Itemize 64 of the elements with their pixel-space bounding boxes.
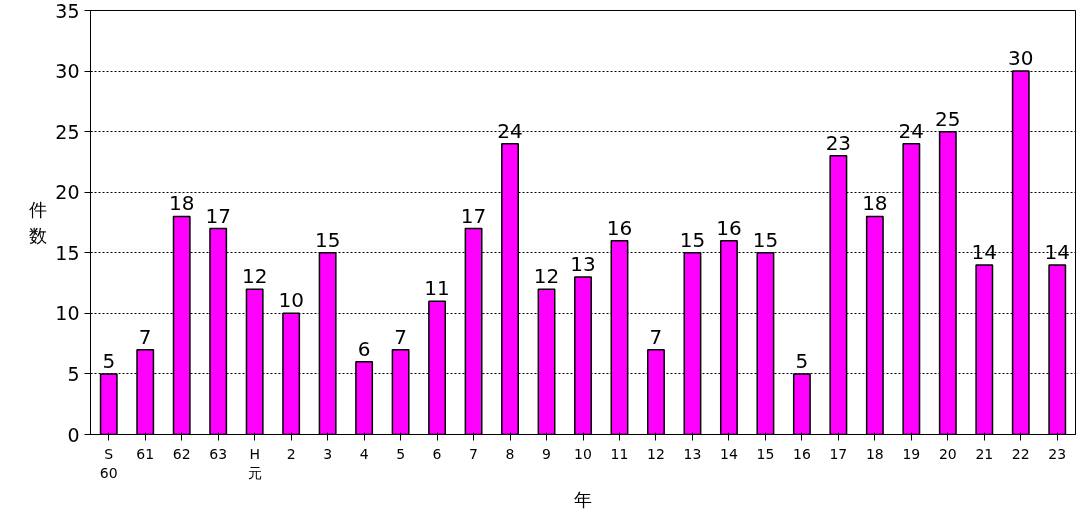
x-tick-label: 6 — [432, 445, 442, 462]
y-tick-label: 0 — [67, 423, 80, 446]
x-tick-label: 11 — [610, 445, 629, 462]
y-tick-label: 25 — [55, 120, 80, 143]
y-tick-label: 20 — [55, 181, 80, 204]
data-label: 15 — [314, 227, 341, 252]
data-label: 24 — [898, 118, 925, 143]
x-tick-label: 63 — [209, 445, 228, 462]
x-tick-label: 61 — [136, 445, 155, 462]
data-label: 15 — [679, 227, 706, 252]
x-tick-label: 15 — [756, 445, 775, 462]
data-label: 10 — [278, 288, 304, 313]
x-tick-label: 10 — [574, 445, 592, 462]
data-label: 24 — [497, 118, 523, 143]
data-label: 23 — [825, 130, 852, 155]
x-tick-label: 62 — [172, 445, 191, 462]
x-tick-label: 20 — [938, 445, 957, 462]
data-label: 12 — [241, 264, 268, 289]
x-tick-label: 2 — [286, 445, 296, 462]
data-label: 14 — [971, 239, 998, 264]
data-label: 6 — [357, 336, 371, 361]
data-label: 12 — [533, 264, 560, 289]
data-label: 15 — [752, 227, 779, 252]
data-label: 7 — [138, 324, 152, 349]
x-tick-label: 4 — [359, 445, 369, 462]
data-label: 13 — [570, 252, 596, 277]
data-label: 11 — [424, 276, 450, 301]
x-tick-label: 17 — [829, 445, 848, 462]
data-label: 18 — [862, 191, 888, 216]
x-tick-label: 5 — [396, 445, 406, 462]
x-tick-label: H 元 — [247, 445, 262, 481]
data-label: 7 — [649, 324, 663, 349]
data-label: 17 — [205, 203, 231, 228]
x-tick-label: 13 — [683, 445, 702, 462]
x-tick-label: 9 — [542, 445, 551, 462]
data-label: 16 — [716, 215, 742, 240]
y-tick-label: 5 — [67, 362, 80, 385]
x-tick-label: 18 — [865, 445, 884, 462]
data-label: 7 — [394, 324, 407, 349]
data-label: 17 — [460, 203, 487, 228]
x-tick-label: S 60 — [99, 445, 118, 481]
x-tick-label: 23 — [1048, 445, 1067, 462]
x-tick-label: 22 — [1011, 445, 1030, 462]
y-tick-label: 15 — [55, 241, 80, 264]
x-tick-label: 14 — [720, 445, 738, 462]
x-tick-label: 7 — [469, 445, 479, 462]
data-label: 14 — [1044, 239, 1070, 264]
y-axis-title: 件数 — [29, 199, 48, 246]
x-tick-label: 19 — [902, 445, 921, 462]
y-tick-label: 35 — [55, 0, 80, 22]
data-label: 30 — [1008, 46, 1034, 71]
x-axis-title: 年 — [574, 488, 592, 510]
y-tick-label: 30 — [55, 60, 80, 83]
data-label: 5 — [795, 348, 809, 373]
data-label: 16 — [606, 215, 633, 240]
data-label: 25 — [935, 106, 961, 131]
x-tick-label: 16 — [792, 445, 811, 462]
x-tick-label: 21 — [975, 445, 994, 462]
x-tick-label: 3 — [323, 445, 333, 462]
data-label: 18 — [168, 191, 195, 216]
x-tick-label: 12 — [647, 445, 665, 462]
x-tick-label: 8 — [505, 445, 515, 462]
data-label: 5 — [102, 348, 116, 373]
y-tick-label: 10 — [55, 302, 80, 325]
